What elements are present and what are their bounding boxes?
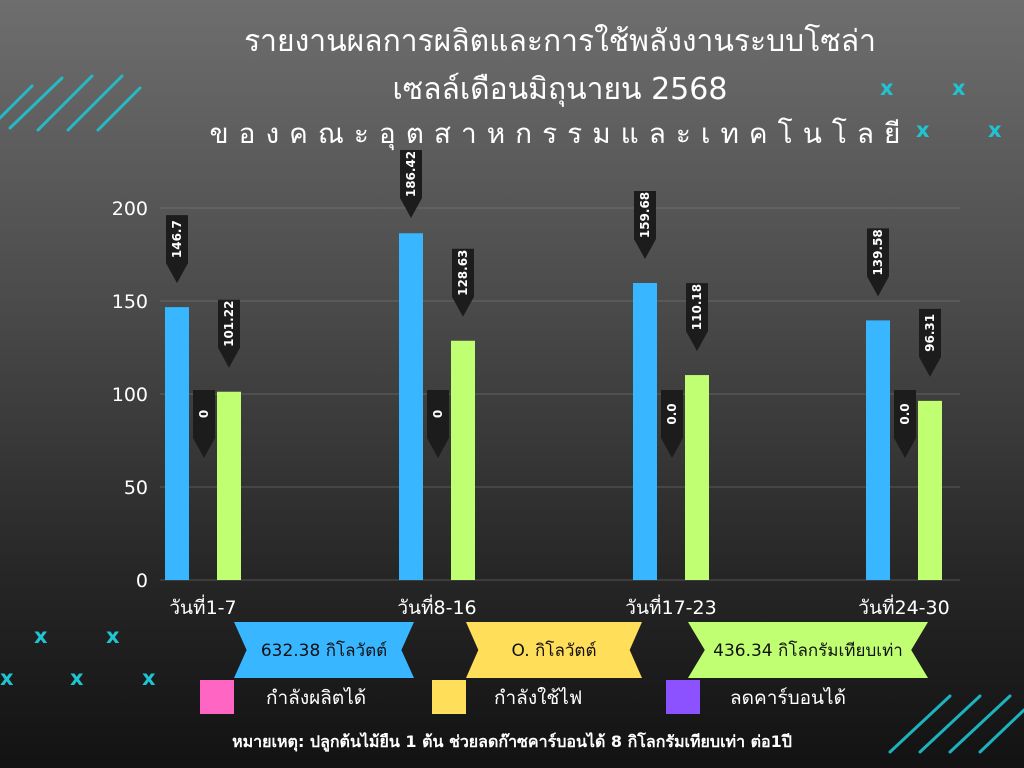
legend-swatch-production (200, 680, 234, 714)
legend-swatch-carbon (666, 680, 700, 714)
data-label-callout (919, 308, 941, 377)
decor-x-mark: x (34, 624, 48, 648)
legend-swatch-consumption (432, 680, 466, 714)
footnote: หมายเหตุ: ปลูกต้นไม้ยืน 1 ต้น ช่วยลดก๊าซ… (232, 732, 792, 751)
x-category-label: วันที่17-23 (625, 594, 716, 619)
bar-chart: 0 50 100 150 200 146.7 0 101.22 วันที่1-7 186.42 0… (112, 150, 960, 619)
data-label-callout (661, 390, 683, 458)
bar (217, 391, 241, 580)
bar (685, 375, 709, 580)
data-label-callout (894, 390, 916, 458)
y-tick-label: 200 (112, 198, 148, 220)
data-label: 0.0 (898, 403, 912, 424)
bar (866, 320, 890, 580)
y-tick-label: 100 (112, 384, 148, 406)
bar (165, 307, 189, 580)
data-label-callout (193, 390, 215, 458)
x-category-label: วันที่8-16 (397, 594, 476, 619)
y-tick-label: 150 (112, 291, 148, 313)
data-label: 0.0 (665, 403, 679, 424)
bar (633, 282, 657, 580)
data-label-callout (452, 248, 474, 317)
banner-production-text: 632.38 กิโลวัตต์ (260, 640, 388, 661)
data-label-callout (686, 283, 708, 352)
y-tick-label: 50 (124, 477, 148, 499)
data-label: 0 (197, 410, 211, 418)
banner-carbon-text: 436.34 กิโลกรัมเทียบเท่า (713, 640, 903, 661)
data-label: 139.58 (871, 229, 885, 275)
y-tick-label: 0 (136, 570, 148, 592)
decor-x-mark: x (988, 118, 1002, 142)
data-label: 96.31 (923, 314, 937, 352)
decor-x-mark: x (70, 666, 84, 690)
decor-x-mark: x (106, 624, 120, 648)
data-label-callout (427, 390, 449, 458)
banner-consumption-text: O. กิโลวัตต์ (511, 640, 597, 661)
data-label: 128.63 (456, 250, 470, 296)
bar (451, 340, 475, 580)
x-category-label: วันที่1-7 (169, 594, 236, 619)
data-label: 159.68 (638, 192, 652, 238)
data-label-callout (218, 299, 240, 368)
data-label-callout (400, 150, 422, 218)
legend-label-carbon: ลดคาร์บอนได้ (730, 687, 846, 709)
bar (918, 400, 942, 580)
data-label: 146.7 (170, 220, 184, 258)
data-label: 186.42 (404, 151, 418, 197)
data-label: 101.22 (222, 301, 236, 347)
bar (399, 233, 423, 581)
data-label-callout (867, 228, 889, 297)
data-label: 0 (431, 410, 445, 418)
data-label-callout (634, 190, 656, 259)
decor-x-mark: x (952, 76, 966, 100)
decor-x-mark: x (880, 76, 894, 100)
decor-x-mark: x (0, 666, 14, 690)
legend-label-consumption: กำลังใช้ไฟ (494, 687, 583, 709)
chart-title-line1: รายงานผลการผลิตและการใช้พลังงานระบบโซล่า (244, 24, 876, 59)
banner-consumption-total: O. กิโลวัตต์ (466, 622, 642, 678)
banner-production-total: 632.38 กิโลวัตต์ (234, 622, 414, 678)
banner-carbon-total: 436.34 กิโลกรัมเทียบเท่า (688, 622, 928, 678)
decor-x-mark: x (142, 666, 156, 690)
data-label: 110.18 (690, 284, 704, 330)
legend-label-production: กำลังผลิตได้ (266, 687, 367, 709)
decor-x-mark: x (916, 118, 930, 142)
chart-title-line3: ของคณะอุตสาหกรรมและเทคโนโลยี (209, 117, 911, 150)
chart-title-line2: เซลล์เดือนมิถุนายน 2568 (392, 72, 728, 107)
data-label-callout (166, 215, 188, 284)
x-category-label: วันที่24-30 (858, 594, 949, 619)
